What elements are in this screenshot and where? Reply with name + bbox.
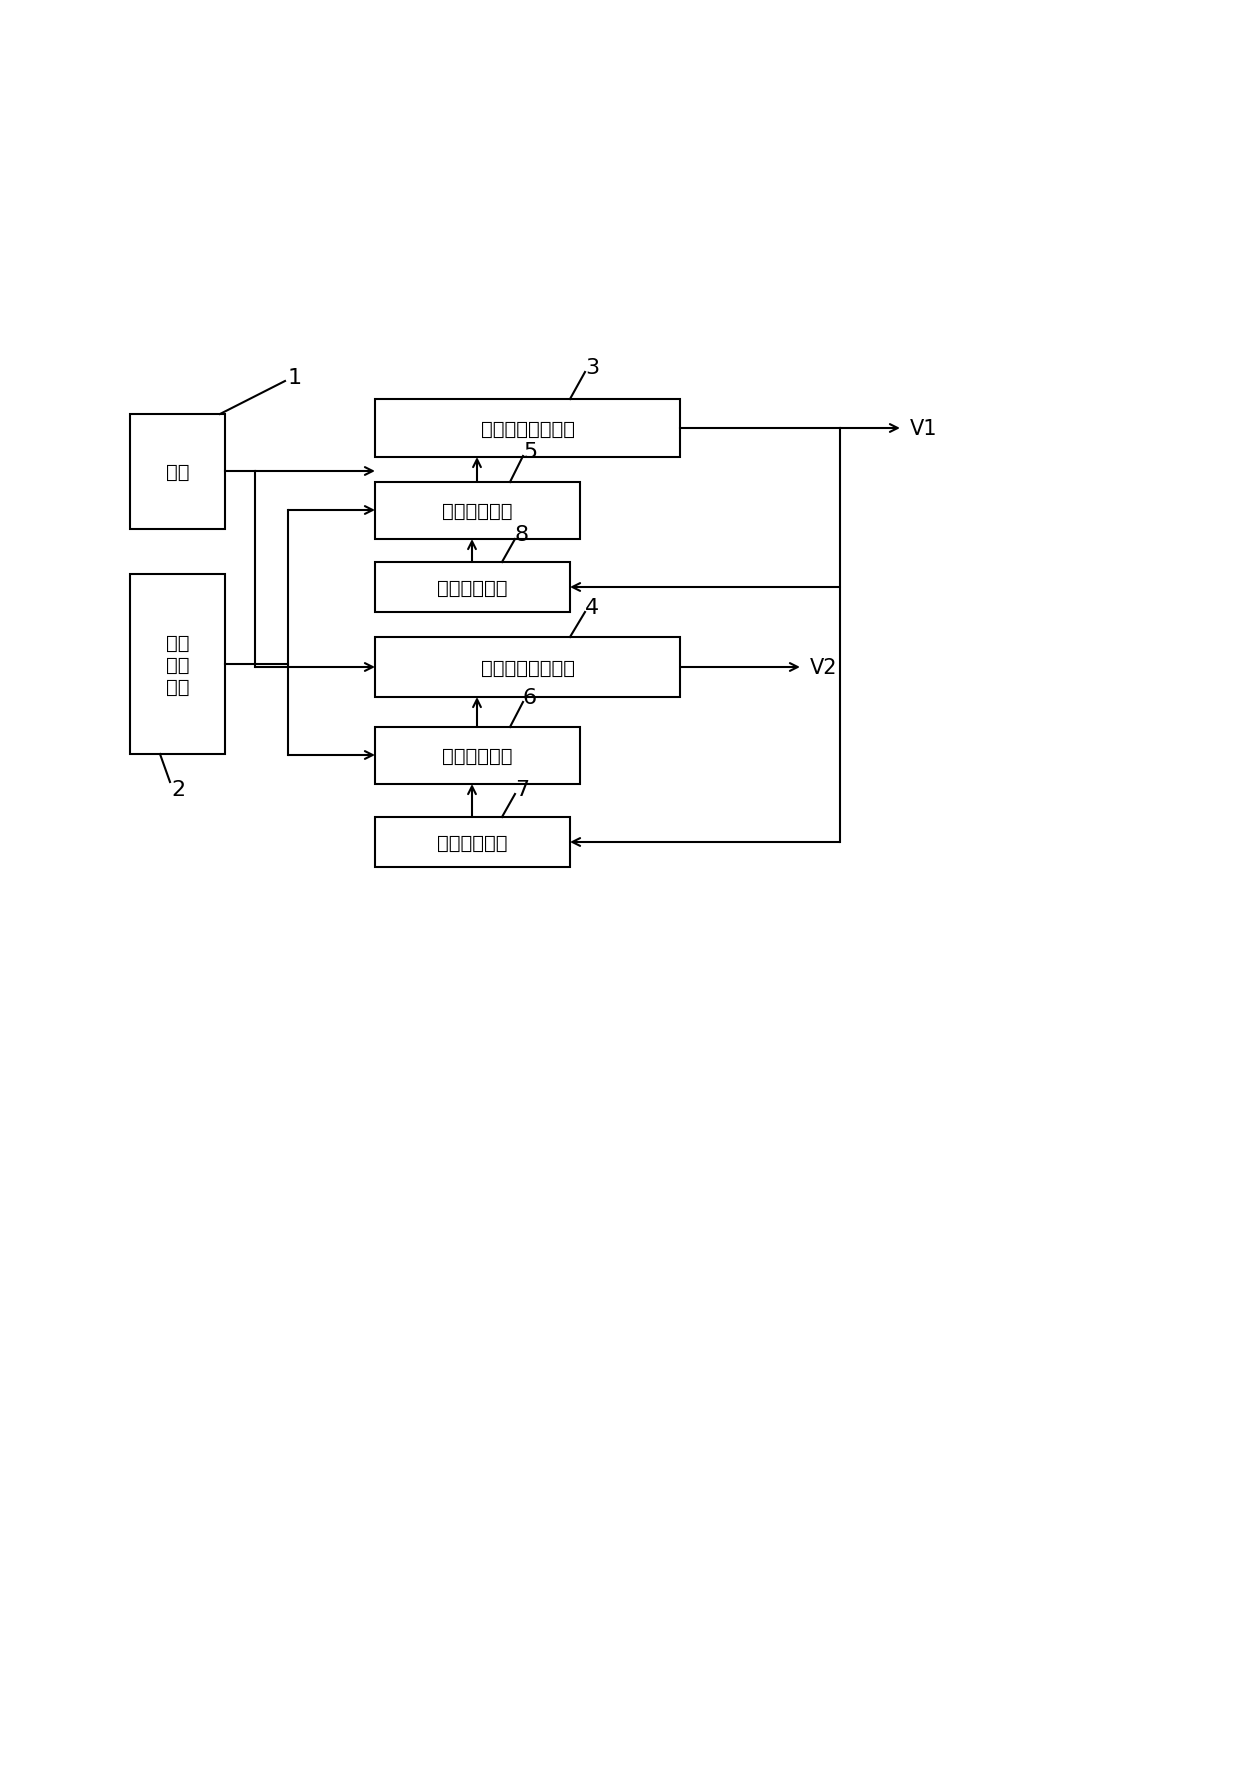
Text: 第一控制电路: 第一控制电路 — [442, 503, 513, 520]
Text: 2: 2 — [171, 779, 185, 800]
Text: 第二控制电路: 第二控制电路 — [442, 747, 513, 766]
Text: 电源: 电源 — [166, 463, 189, 481]
Text: 5: 5 — [523, 442, 537, 462]
Text: 第二电子开关电路: 第二电子开关电路 — [480, 658, 575, 677]
Bar — [130, 574, 226, 754]
Bar — [375, 563, 570, 613]
Bar — [375, 818, 570, 868]
Text: V1: V1 — [910, 419, 937, 438]
Bar — [375, 727, 580, 784]
Text: 断电延时电路: 断电延时电路 — [437, 577, 508, 597]
Text: 触发
信号
开关: 触发 信号 开关 — [166, 633, 189, 697]
Text: V2: V2 — [810, 658, 838, 677]
Text: 3: 3 — [585, 358, 598, 378]
Text: 1: 1 — [289, 367, 302, 388]
Text: 4: 4 — [585, 597, 598, 618]
Text: 第一电子开关电路: 第一电子开关电路 — [480, 419, 575, 438]
Bar — [375, 638, 680, 697]
Text: 6: 6 — [523, 688, 537, 707]
Text: 7: 7 — [515, 779, 529, 800]
Bar — [130, 415, 226, 529]
Bar — [375, 399, 680, 458]
Bar — [375, 483, 580, 540]
Text: 上电延时电路: 上电延时电路 — [437, 832, 508, 852]
Text: 8: 8 — [515, 524, 529, 545]
